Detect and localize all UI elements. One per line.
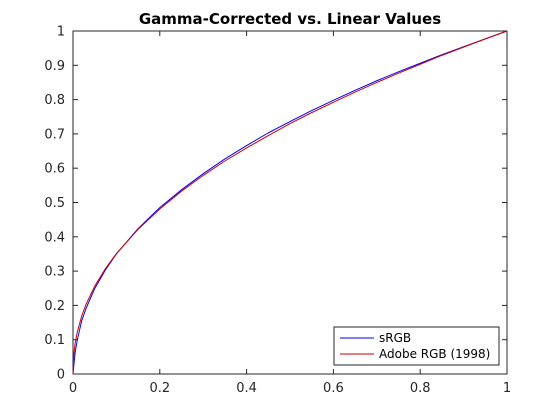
plot-area xyxy=(72,30,508,375)
x-tick-label: 0.2 xyxy=(149,381,170,396)
x-tick-label: 1 xyxy=(503,381,511,396)
y-tick-label: 0.8 xyxy=(44,93,65,108)
y-tick-label: 0 xyxy=(57,368,65,383)
y-tick-label: 0.7 xyxy=(44,127,65,142)
x-tick-label: 0.8 xyxy=(410,381,431,396)
legend-box xyxy=(333,326,500,366)
series-line-adobe-rgb xyxy=(72,30,508,375)
series-lines xyxy=(72,30,508,375)
y-tick-label: 0.3 xyxy=(44,265,65,280)
y-tick-label: 0.9 xyxy=(44,59,65,74)
y-tick-label: 0.1 xyxy=(44,333,65,348)
y-tick-label: 0.2 xyxy=(44,299,65,314)
y-tick-label: 0.5 xyxy=(44,196,65,211)
legend-entry: sRGB xyxy=(379,331,411,345)
series-line-srgb xyxy=(72,30,508,375)
y-tick-label: 0.6 xyxy=(44,162,65,177)
y-tick-label: 0.4 xyxy=(44,230,65,245)
axes: 0 0.2 0.4 0.6 0.8 1 0 0.1 0.2 0.3 0.4 0.5 0.6 0.7 0.8 0… xyxy=(44,25,511,397)
x-tick-label: 0 xyxy=(69,381,77,396)
legend: sRGB Adobe RGB (1998) xyxy=(333,326,500,366)
x-tick-label: 0.6 xyxy=(323,381,344,396)
chart-title: Gamma-Corrected vs. Linear Values xyxy=(139,10,441,28)
y-tick-label: 1 xyxy=(57,25,65,40)
x-tick-label: 0.4 xyxy=(236,381,257,396)
legend-entry: Adobe RGB (1998) xyxy=(379,347,490,361)
